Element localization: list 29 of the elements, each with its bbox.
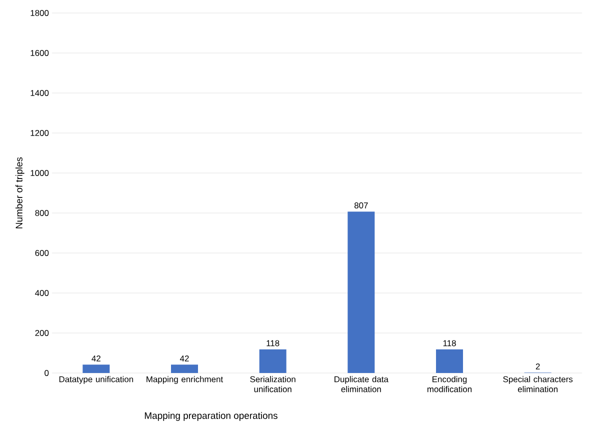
bar [82,364,110,373]
y-axis-title: Number of triples [15,157,24,228]
x-tick-label: Duplicate data elimination [334,376,388,392]
data-label: 118 [266,340,280,346]
y-tick-label: 1400 [30,90,49,96]
y-tick-label: 400 [35,290,49,296]
y-tick-label: 0 [44,370,49,376]
x-tick-label: Serialization unification [250,376,296,392]
x-tick-label: Datatype unification [59,376,134,384]
bar [259,349,286,373]
bar [171,364,198,373]
data-label: 2 [536,363,540,370]
bar [436,349,464,373]
x-axis-title: Mapping preparation operations [144,412,278,421]
y-tick-label: 1800 [30,10,49,16]
x-tick-label: Encoding modification [427,376,472,392]
y-tick-label: 1200 [30,130,49,136]
y-tick-label: 600 [35,250,49,256]
y-tick-label: 200 [35,330,49,336]
y-tick-label: 1600 [30,50,49,56]
data-label: 42 [180,355,189,362]
data-label: 118 [443,340,456,346]
y-tick-label: 1000 [30,170,49,176]
bar [348,212,375,373]
x-tick-label: Mapping enrichment [146,376,224,384]
y-tick-label: 800 [35,210,49,216]
data-label: 42 [92,355,100,362]
x-tick-label: Special characters elimination [503,376,573,392]
data-label: 807 [354,202,368,208]
